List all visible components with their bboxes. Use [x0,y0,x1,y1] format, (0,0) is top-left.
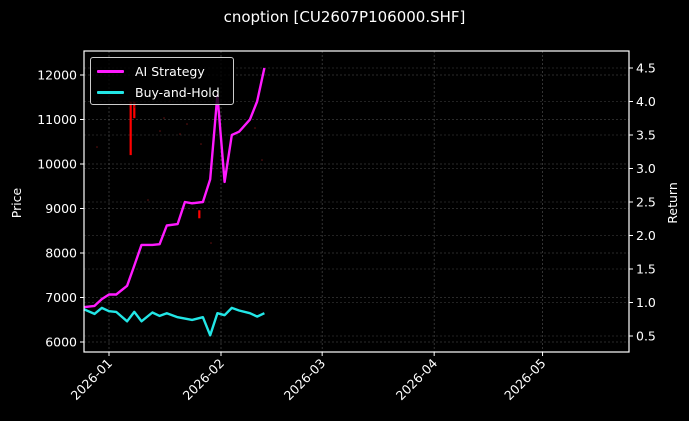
legend-label: Buy-and-Hold [135,84,220,100]
price-dot [147,199,149,201]
left-tick-label: 12000 [37,68,77,83]
price-dot [261,159,263,161]
left-y-axis: 6000 7000 8000 9000 10000 11000 12000 [37,68,84,350]
legend: AI Strategy Buy-and-Hold [90,57,234,105]
gridlines [84,51,629,352]
x-tick-label: 2026-03 [281,356,329,404]
x-tick-label: 2026-02 [180,356,228,404]
left-tick-label: 9000 [45,201,77,216]
price-dot [96,146,98,148]
x-axis: 2026-01 2026-02 2026-03 2026-04 2026-05 [68,352,549,403]
left-tick-label: 10000 [37,157,77,172]
x-tick-label: 2026-01 [68,356,116,404]
series-line-buy-and-hold [83,306,265,337]
return-lines [83,67,266,337]
price-dot [179,133,181,135]
x-tick-label: 2026-04 [393,355,441,403]
series-line-ai-strategy [83,67,266,309]
right-tick-label: 1.0 [636,295,656,310]
price-dot [254,127,256,129]
price-candles [96,100,263,244]
left-tick-label: 6000 [45,335,77,350]
x-tick-label: 2026-05 [501,356,549,404]
right-tick-label: 1.5 [636,262,656,277]
right-axis-label: Return [665,182,680,223]
left-tick-label: 8000 [45,246,77,261]
right-tick-label: 0.5 [636,329,656,344]
left-tick-label: 7000 [45,290,77,305]
legend-label: AI Strategy [135,63,205,79]
legend-item-buy-and-hold: Buy-and-Hold [91,82,220,102]
price-dot [163,117,165,119]
price-dot [210,242,212,244]
left-tick-label: 11000 [37,112,77,127]
price-dot [134,106,136,108]
right-tick-label: 4.0 [636,94,656,109]
left-axis-label: Price [9,187,24,218]
legend-swatch-ai-strategy [97,69,124,73]
right-tick-label: 3.5 [636,128,656,143]
right-y-axis: 0.5 1.0 1.5 2.0 2.5 3.0 3.5 4.0 4.5 [629,61,656,344]
price-dot [159,130,161,132]
chart-title: cnoption [CU2607P106000.SHF] [223,8,466,26]
right-tick-label: 4.5 [636,61,656,76]
legend-item-ai-strategy: AI Strategy [91,61,205,81]
legend-swatch-buy-and-hold [97,90,124,94]
right-tick-label: 3.0 [636,161,656,176]
price-dot [200,143,202,145]
right-tick-label: 2.5 [636,195,656,210]
price-dot [186,123,188,125]
right-tick-label: 2.0 [636,228,656,243]
